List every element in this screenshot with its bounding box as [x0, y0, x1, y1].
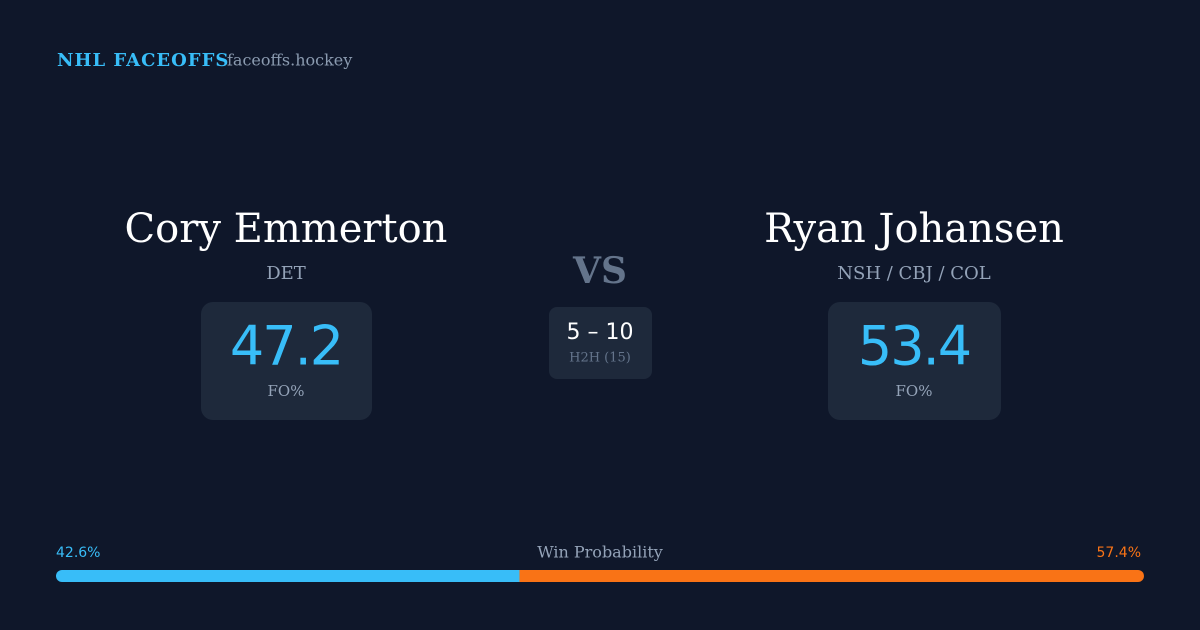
left-probability: 42.6% — [56, 545, 100, 561]
player-team: NSH / CBJ / COL — [837, 263, 991, 284]
stat-box — [201, 302, 372, 420]
probability-bar — [56, 570, 1144, 582]
vs-label: VS — [572, 250, 627, 292]
player-team: DET — [266, 263, 306, 284]
stat-box — [828, 302, 1001, 420]
probability-title: Win Probability — [537, 543, 663, 562]
brand-site: faceoffs.hockey — [227, 51, 352, 70]
player-name: Ryan Johansen — [764, 206, 1064, 252]
right-probability: 57.4% — [1097, 545, 1141, 561]
fo-value: 53.4 — [858, 315, 970, 378]
h2h-label: H2H (15) — [569, 351, 631, 366]
fo-label: FO% — [896, 382, 933, 400]
player-name: Cory Emmerton — [125, 206, 448, 252]
fo-label: FO% — [268, 382, 305, 400]
fo-value: 47.2 — [230, 315, 342, 378]
brand-title: NHL FACEOFFS — [57, 50, 229, 71]
h2h-box — [549, 307, 652, 379]
left-segment — [56, 570, 520, 582]
right-segment — [519, 570, 1144, 582]
h2h-score: 5 – 10 — [567, 320, 634, 345]
